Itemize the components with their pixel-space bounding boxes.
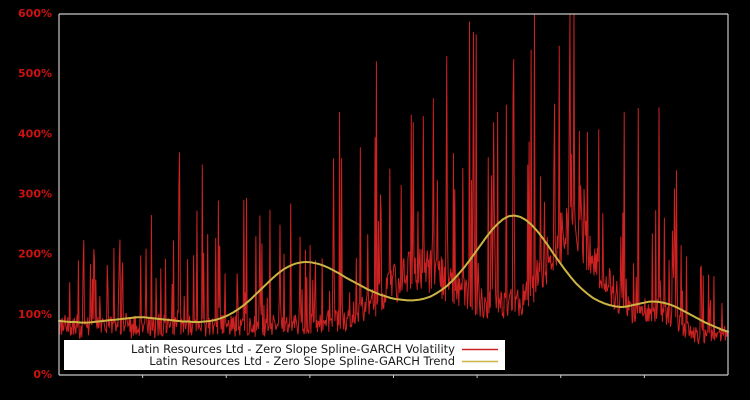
legend-entry-label-volatility: Latin Resources Ltd - Zero Slope Spline-…: [131, 342, 455, 356]
y-tick-label: 500%: [18, 67, 52, 80]
volatility-series-line: [58, 13, 729, 345]
y-tick-label: 100%: [18, 308, 52, 321]
axis-frame: [58, 13, 729, 376]
y-axis-tick-labels: 0% 100% 200% 300% 400% 500% 600%: [18, 7, 52, 381]
legend-background: [64, 340, 505, 370]
trend-series-line: [58, 214, 729, 333]
legend-entry-label-trend: Latin Resources Ltd - Zero Slope Spline-…: [149, 354, 455, 368]
y-tick-label: 400%: [18, 127, 52, 140]
y-tick-label: 600%: [18, 7, 52, 20]
plot-background: [59, 14, 728, 375]
series-layer: [58, 13, 729, 345]
y-tick-label: 300%: [18, 188, 52, 201]
chart-legend[interactable]: Latin Resources Ltd - Zero Slope Spline-…: [64, 340, 505, 370]
y-tick-label: 200%: [18, 248, 52, 261]
y-tick-label: 0%: [33, 368, 52, 381]
